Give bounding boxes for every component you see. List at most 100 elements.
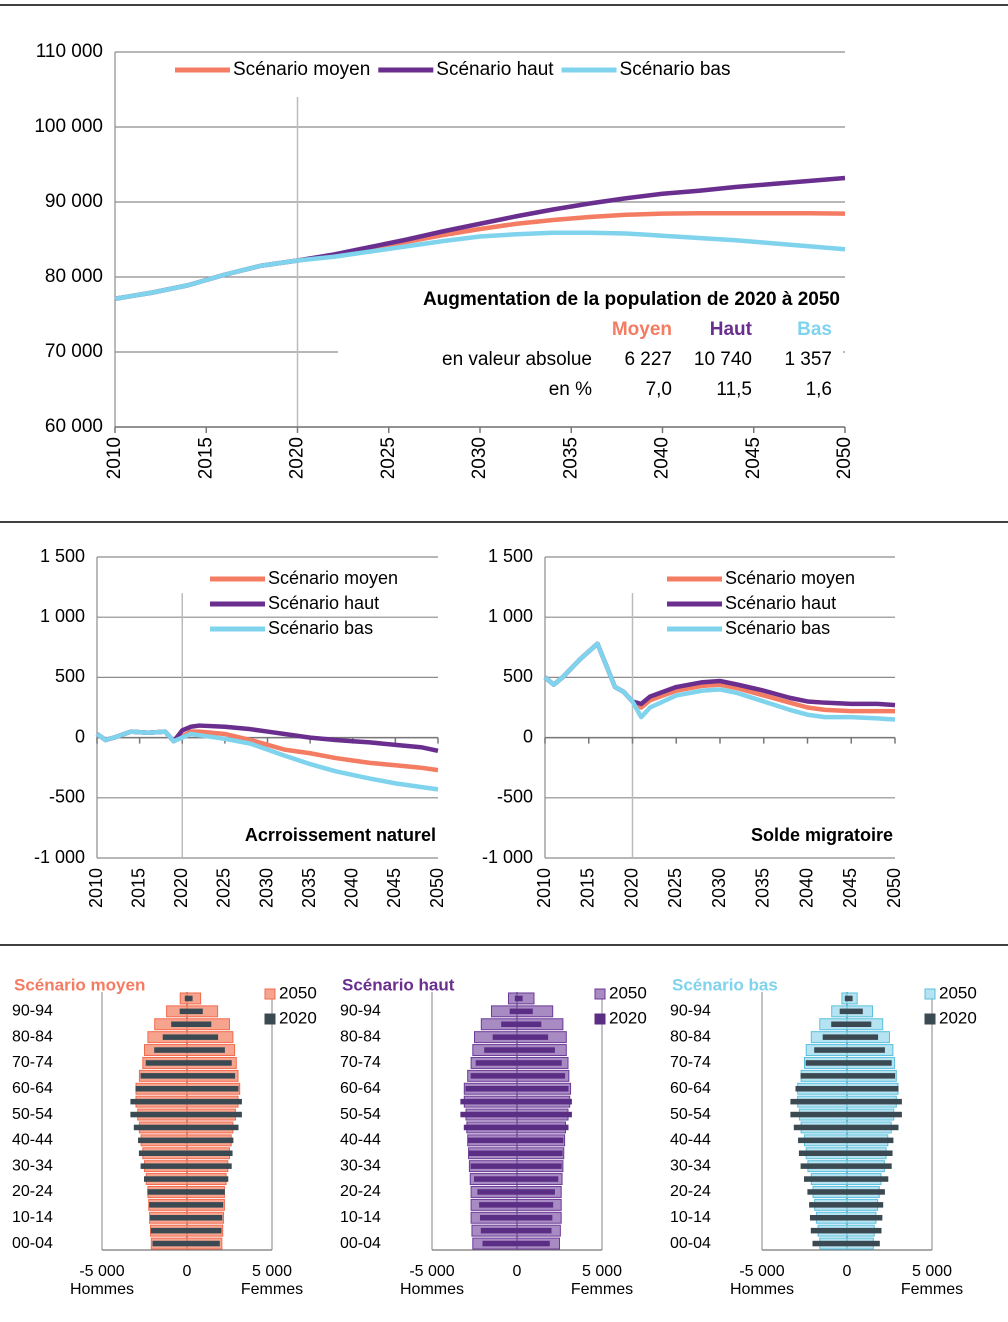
- table-column-header: Bas: [797, 319, 832, 340]
- bar: [186, 1176, 229, 1182]
- bar: [846, 1137, 894, 1144]
- bar: [186, 1214, 223, 1221]
- bar: [186, 1202, 224, 1208]
- bar: [154, 1047, 188, 1053]
- x-tick-label: 2025: [665, 868, 685, 908]
- bar: [140, 1163, 188, 1169]
- y-tick-label: -1 000: [34, 847, 85, 867]
- bar: [846, 1111, 902, 1118]
- bar: [468, 1137, 518, 1144]
- y-tick-label: 500: [503, 666, 533, 686]
- bar: [186, 1047, 225, 1053]
- legend-swatch: [924, 988, 936, 1000]
- y-tick-label: 70-74: [670, 1054, 711, 1071]
- y-tick-label: 50-54: [340, 1106, 381, 1123]
- y-tick-label: 40-44: [670, 1132, 711, 1149]
- bar: [463, 1124, 518, 1131]
- bar: [516, 1227, 552, 1234]
- x-tick-label: 2020: [171, 868, 191, 908]
- y-tick-label: 70 000: [45, 341, 103, 362]
- y-tick-label: 90 000: [45, 191, 103, 212]
- x-tick-label: 2035: [299, 868, 319, 908]
- series-line: [543, 641, 896, 722]
- bar: [149, 1214, 188, 1221]
- bar: [186, 1060, 232, 1066]
- legend-swatch: [594, 1013, 606, 1025]
- bar: [516, 1111, 572, 1118]
- x-tick-label: 2040: [796, 868, 816, 908]
- bar: [516, 1150, 563, 1157]
- bar: [805, 1060, 848, 1066]
- y-tick-label: 40-44: [12, 1132, 53, 1149]
- bar: [479, 1214, 518, 1221]
- bar: [492, 1034, 518, 1040]
- y-tick-label: -500: [49, 787, 85, 807]
- y-tick-label: 60-64: [670, 1080, 711, 1097]
- bar: [798, 1150, 848, 1157]
- y-tick-label: 00-04: [12, 1235, 53, 1252]
- table-cell: 1,6: [806, 379, 832, 400]
- table-column-header: Moyen: [612, 319, 672, 340]
- bar: [179, 1008, 188, 1015]
- y-tick-label: 20-24: [670, 1183, 711, 1200]
- legend-label: Scénario bas: [620, 59, 731, 80]
- x-tick-label: 2020: [621, 868, 641, 908]
- bar: [477, 1189, 518, 1195]
- x-tick-label: 2010: [86, 868, 106, 908]
- y-tick-label: 80-84: [340, 1028, 381, 1045]
- bar: [186, 995, 193, 1002]
- bar: [482, 1240, 518, 1247]
- bar: [846, 1085, 899, 1092]
- x-tick-label: 5 000: [912, 1263, 952, 1280]
- y-tick-label: 00-04: [340, 1235, 381, 1252]
- bar: [138, 1137, 188, 1144]
- series-line: [114, 230, 846, 301]
- bar: [470, 1073, 518, 1079]
- bar: [846, 1124, 899, 1131]
- legend-swatch: [924, 1013, 936, 1025]
- y-tick-label: 0: [75, 726, 85, 746]
- y-tick-label: 60 000: [45, 416, 103, 437]
- y-tick-label: -1 000: [482, 847, 533, 867]
- bar: [846, 1163, 892, 1169]
- legend-label: 2050: [609, 983, 647, 1002]
- x-tick-label: 2035: [753, 868, 773, 908]
- bar: [465, 1085, 518, 1092]
- x-tick-label: 2035: [560, 437, 581, 479]
- x-axis-label: Femmes: [571, 1281, 633, 1298]
- bar: [474, 1176, 518, 1182]
- bar: [138, 1150, 188, 1157]
- legend-label: 2050: [939, 983, 977, 1002]
- bar: [162, 1034, 188, 1040]
- bar: [800, 1163, 848, 1169]
- bar: [516, 1137, 564, 1144]
- x-tick-label: -5 000: [79, 1263, 124, 1280]
- bar: [186, 1111, 242, 1118]
- bar: [186, 1124, 239, 1131]
- bar: [810, 1227, 848, 1234]
- bar: [790, 1111, 848, 1118]
- bar: [144, 1176, 188, 1182]
- x-tick-label: 2030: [256, 868, 276, 908]
- y-tick-label: 70-74: [12, 1054, 53, 1071]
- bar: [846, 1176, 889, 1182]
- bar: [822, 1034, 848, 1040]
- x-tick-label: 2015: [128, 868, 148, 908]
- table-cell: 6 227: [624, 349, 672, 370]
- bar: [516, 1034, 549, 1040]
- y-tick-label: 1 000: [40, 606, 85, 626]
- bar: [186, 1150, 233, 1157]
- y-tick-label: 30-34: [340, 1157, 381, 1174]
- table-row-label: en %: [549, 379, 592, 400]
- y-tick-label: 60-64: [12, 1080, 53, 1097]
- bar: [846, 1073, 896, 1079]
- bar: [186, 1073, 236, 1079]
- legend-label: Scénario bas: [725, 618, 830, 638]
- x-tick-label: 2045: [840, 868, 860, 908]
- series-line: [95, 729, 439, 792]
- bar: [501, 1021, 518, 1028]
- y-tick-label: 50-54: [670, 1106, 711, 1123]
- bar: [186, 1163, 232, 1169]
- y-tick-label: 10-14: [12, 1209, 53, 1226]
